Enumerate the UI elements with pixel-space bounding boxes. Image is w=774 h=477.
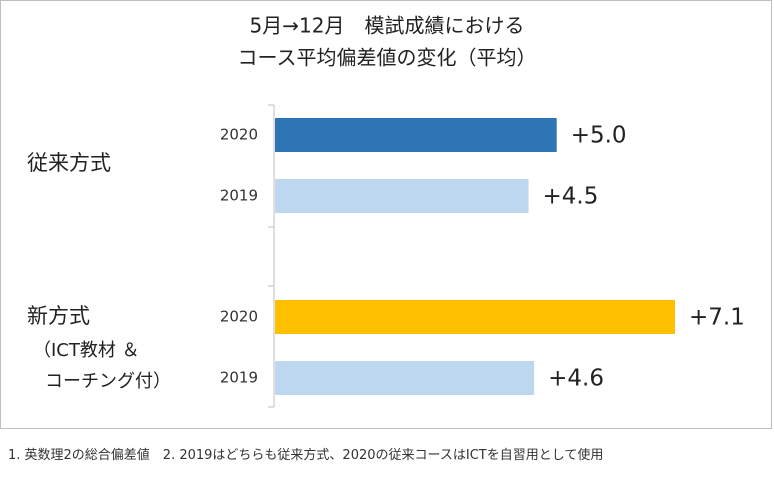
tick-label-1-2020: 2020 [220, 126, 258, 144]
footnote: 1. 英数理2の総合偏差値 2. 2019はどちらも従来方式、2020の従来コー… [8, 448, 604, 463]
category-axis [268, 104, 275, 408]
tick-label-2-2019: 2019 [220, 369, 258, 387]
data-label-1-2019: +4.5 [543, 184, 599, 210]
group-label-2-line-1: 新方式 [27, 304, 90, 328]
group-label-1-line-1: 従来方式 [27, 151, 111, 175]
chart-title-line-1: 5月→12月 模試成績における [250, 14, 525, 38]
group-label-2-line-2: （ICT教材 ＆ [33, 340, 140, 361]
bar-2-2020 [275, 300, 675, 334]
data-label-1-2020: +5.0 [571, 123, 627, 149]
group-label-2-line-3: コーチング付） [45, 371, 171, 392]
data-label-2-2020: +7.1 [689, 305, 745, 331]
bar-1-2019 [275, 179, 529, 213]
chart-frame: 5月→12月 模試成績における コース平均偏差値の変化（平均） 2020 +5.0 2… [0, 0, 772, 429]
tick-label-1-2019: 2019 [220, 187, 258, 205]
bars [275, 118, 675, 395]
bar-2-2019 [275, 361, 535, 395]
chart-title-line-2: コース平均偏差値の変化（平均） [238, 46, 537, 70]
bar-1-2020 [275, 118, 557, 152]
tick-label-2-2020: 2020 [220, 308, 258, 326]
data-label-2-2019: +4.6 [548, 366, 604, 392]
